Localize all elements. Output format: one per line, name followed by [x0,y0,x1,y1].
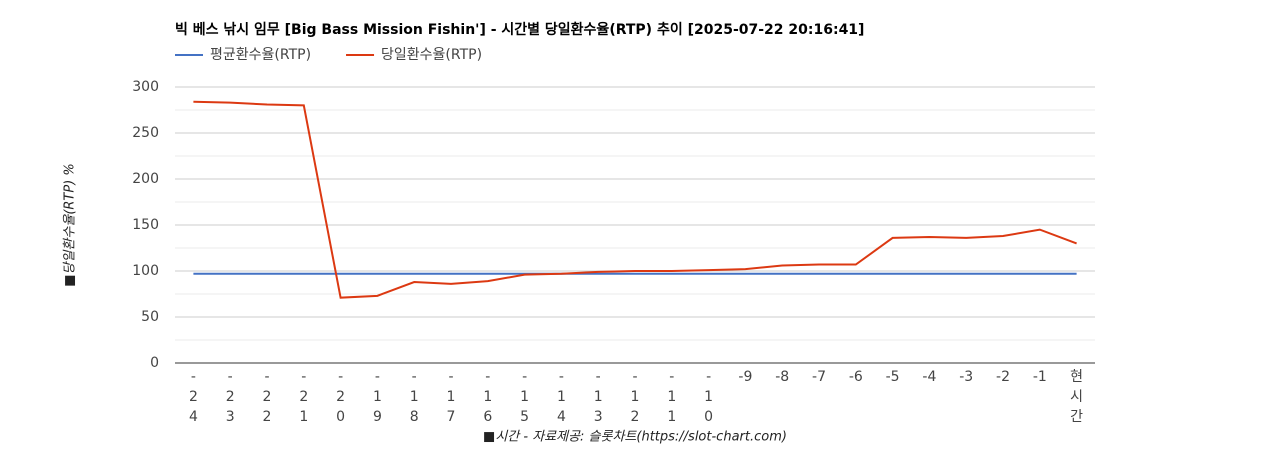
x-tick-label: -8 [775,369,789,385]
legend-label: 당일환수율(RTP) [381,47,482,63]
y-tick-label: 150 [132,217,159,233]
x-tick-label: -1 0 [704,369,713,425]
x-tick-label: -1 7 [447,369,456,425]
x-tick-label: -3 [959,369,973,385]
x-tick-label: -2 0 [336,369,345,425]
y-tick-label: 100 [132,263,159,279]
x-axis-title: ■시간 - 자료제공: 슬롯차트(https://slot-chart.com) [483,430,787,445]
y-tick-label: 200 [132,171,159,187]
x-tick-label: -1 8 [410,369,419,425]
x-tick-label: -1 1 [667,369,676,425]
x-tick-label: -1 2 [631,369,640,425]
y-tick-label: 0 [150,355,159,371]
x-tick-label: -9 [738,369,752,385]
x-tick-label: -1 [1033,369,1047,385]
y-tick-label: 300 [132,79,159,95]
x-tick-label: -1 5 [520,369,529,425]
x-tick-label: -1 3 [594,369,603,425]
x-tick-label: -2 1 [299,369,308,425]
x-tick-label: -2 3 [226,369,235,425]
x-tick-label: -2 4 [189,369,198,425]
x-tick-label: -2 [996,369,1010,385]
y-tick-label: 50 [141,309,159,325]
chart-title: 빅 베스 낚시 임무 [Big Bass Mission Fishin'] - … [175,21,864,38]
series-line [193,100,1077,299]
x-tick-label: -2 2 [263,369,272,425]
x-tick-label: -1 6 [483,369,492,425]
x-tick-label: -4 [922,369,936,385]
legend-label: 평균환수율(RTP) [210,47,311,63]
x-tick-label: -7 [812,369,826,385]
x-tick-label: -5 [886,369,900,385]
x-tick-label: -1 4 [557,369,566,425]
x-tick-label: -6 [849,369,863,385]
x-tick-label: -1 9 [373,369,382,425]
y-tick-label: 250 [132,125,159,141]
y-axis-title: ■당일환수율(RTP) % [63,163,78,287]
